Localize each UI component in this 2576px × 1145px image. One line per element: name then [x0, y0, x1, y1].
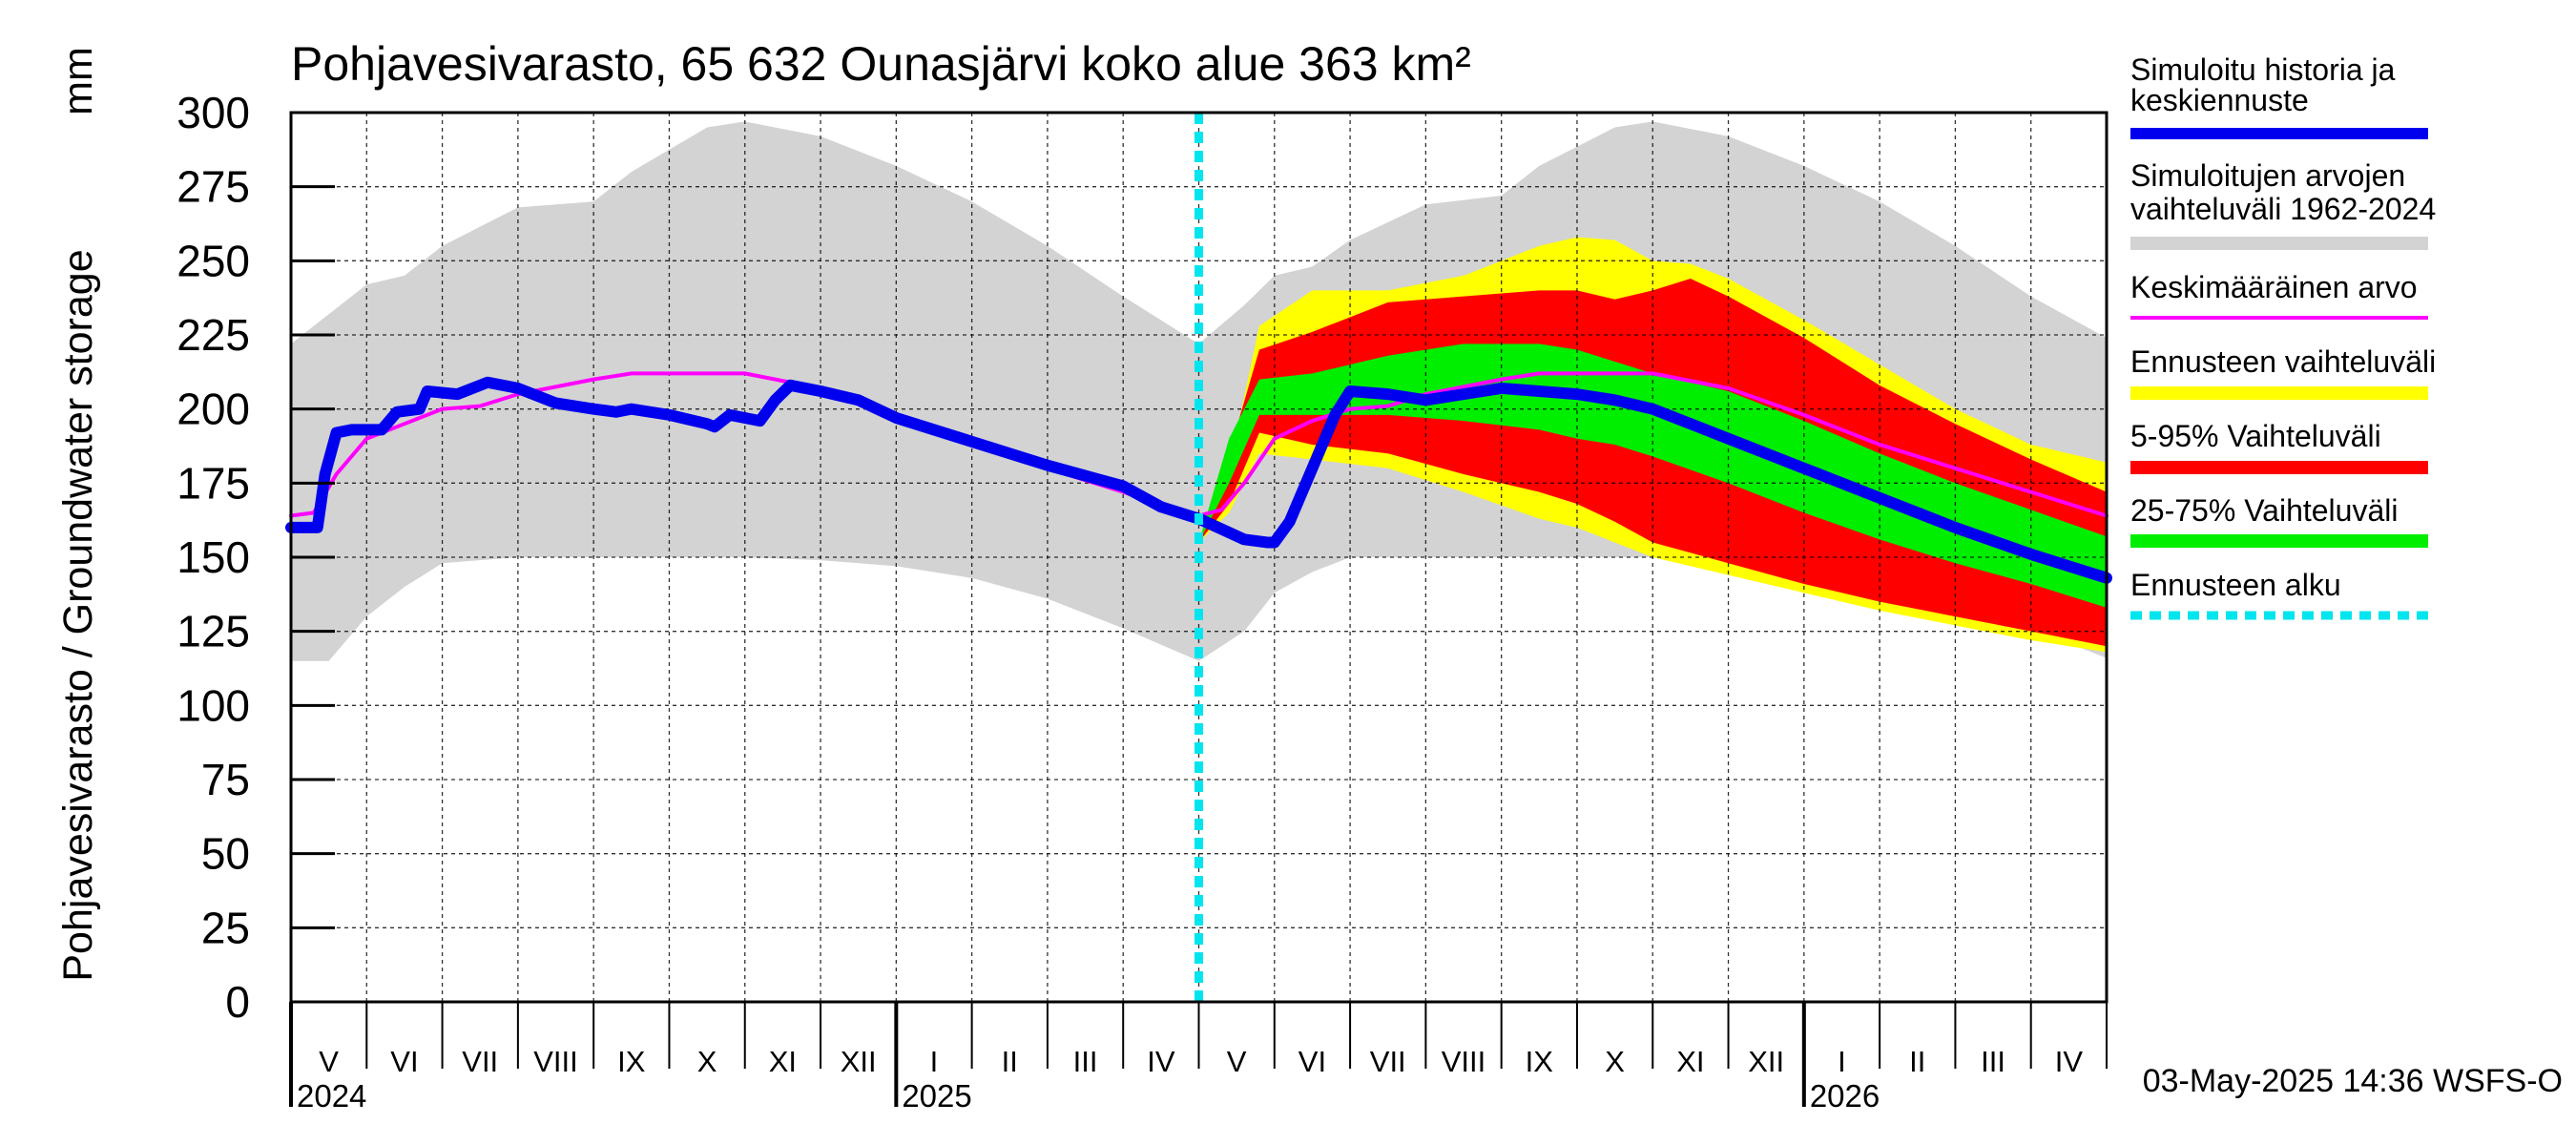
legend-item: Simuloitujen arvojen vaihteluväli 1962-20…: [2130, 158, 2436, 250]
month-label: II: [1002, 1045, 1018, 1078]
legend-label: 5-95% Vaihteluväli: [2130, 419, 2381, 453]
month-label: I: [1838, 1045, 1846, 1078]
month-label: V: [1227, 1045, 1247, 1078]
month-label: IX: [1526, 1045, 1554, 1078]
month-label: IV: [1147, 1045, 1175, 1078]
y-tick-label: 75: [201, 755, 250, 804]
year-label: 2025: [902, 1078, 971, 1114]
legend-item: Keskimääräinen arvo: [2130, 270, 2428, 320]
legend-label: 25-75% Vaihteluväli: [2130, 493, 2398, 528]
legend-label: Simuloitujen arvojen vaihteluväli 1962-20…: [2130, 158, 2436, 226]
legend-item: Simuloitu historia ja keskiennuste: [2130, 52, 2428, 139]
legend-item: 5-95% Vaihteluväli: [2130, 419, 2428, 474]
month-label: XI: [1676, 1045, 1704, 1078]
month-label: III: [1981, 1045, 2005, 1078]
year-label: 2024: [297, 1078, 366, 1114]
y-axis-unit: mm: [55, 47, 101, 115]
y-tick-label: 200: [177, 385, 250, 434]
y-tick-label: 300: [177, 88, 250, 137]
month-label: VI: [1298, 1045, 1326, 1078]
y-tick-label: 0: [225, 977, 250, 1027]
month-label: V: [319, 1045, 339, 1078]
month-label: VII: [1370, 1045, 1406, 1078]
y-tick-label: 50: [201, 829, 250, 879]
x-axis: V VI VII VIII IX X XI XII I II III IV V VI VII VIII IX X X…: [289, 1002, 2108, 1114]
month-label: II: [1909, 1045, 1925, 1078]
y-tick-label: 225: [177, 310, 250, 360]
legend-label: Keskimääräinen arvo: [2130, 270, 2418, 304]
y-axis: 0 25 50 75 100 125 150 175 200 225 250 275 300: [177, 88, 335, 1027]
month-label: IV: [2055, 1045, 2084, 1078]
legend-label: Ennusteen vaihteluväli: [2130, 344, 2436, 379]
month-label: VI: [390, 1045, 418, 1078]
y-tick-label: 125: [177, 607, 250, 656]
legend-label-line: Simuloitujen arvojen: [2130, 158, 2405, 193]
legend-label-line: keskiennuste: [2130, 83, 2309, 117]
month-label: IX: [617, 1045, 646, 1078]
month-label: XII: [1748, 1045, 1784, 1078]
y-tick-label: 25: [201, 903, 250, 952]
legend-item: 25-75% Vaihteluväli: [2130, 493, 2428, 548]
month-label: X: [697, 1045, 717, 1078]
y-tick-label: 250: [177, 236, 250, 285]
legend: Simuloitu historia ja keskiennusteSimuloi…: [2130, 52, 2436, 620]
series-lines: [285, 113, 2112, 1002]
legend-label-line: Simuloitu historia ja: [2130, 52, 2396, 87]
y-tick-label: 275: [177, 162, 250, 212]
legend-label-line: vaihteluväli 1962-2024: [2130, 192, 2436, 226]
month-label: XII: [841, 1045, 877, 1078]
y-tick-label: 175: [177, 458, 250, 508]
month-label: III: [1073, 1045, 1098, 1078]
month-label: VIII: [533, 1045, 578, 1078]
legend-label: Ennusteen alku: [2130, 568, 2341, 602]
legend-item: Ennusteen alku: [2130, 568, 2428, 620]
month-label: VIII: [1442, 1045, 1486, 1078]
y-axis-label: Pohjavesivarasto / Groundwater storage: [55, 249, 101, 981]
grid-lines: [291, 113, 2107, 1002]
range-band-4: [1198, 344, 2107, 608]
timestamp: 03-May-2025 14:36 WSFS-O: [2143, 1063, 2563, 1099]
month-label: I: [930, 1045, 939, 1078]
month-label: X: [1605, 1045, 1625, 1078]
year-label: 2026: [1810, 1078, 1880, 1114]
legend-item: Ennusteen vaihteluväli: [2130, 344, 2436, 400]
y-tick-label: 150: [177, 532, 250, 582]
simulated-mean-line: [285, 376, 2112, 584]
month-label: XI: [769, 1045, 797, 1078]
y-tick-label: 100: [177, 680, 250, 730]
month-label: VII: [462, 1045, 498, 1078]
chart-title: Pohjavesivarasto, 65 632 Ounasjärvi koko…: [291, 37, 1471, 91]
legend-label: Simuloitu historia ja keskiennuste: [2130, 52, 2396, 117]
